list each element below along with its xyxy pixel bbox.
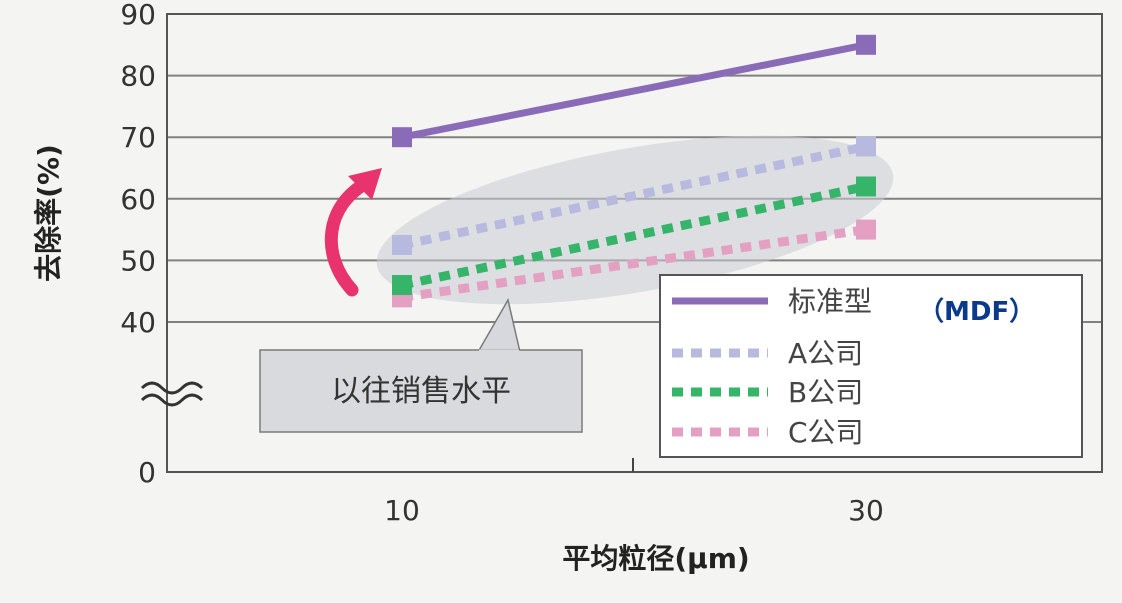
series-line-0 — [401, 41, 867, 141]
callout-label: 以往销售水平 — [331, 374, 511, 409]
legend-note: （MDF） — [918, 297, 1035, 327]
x-tick-label: 10 — [384, 494, 420, 527]
legend: 标准型 A公司 B公司 C公司 （MDF） — [659, 274, 1083, 458]
data-point — [856, 219, 876, 240]
series-line-3 — [401, 225, 867, 302]
callout-box — [259, 349, 583, 433]
axes — [140, 13, 1103, 473]
series-lines — [392, 34, 876, 308]
legend-box — [659, 274, 1083, 458]
y-tick-label: 50 — [120, 244, 156, 277]
y-tick-label: 60 — [120, 183, 156, 216]
y-axis-title: 去除率(%) — [32, 144, 65, 282]
previous-sales-ellipse — [376, 135, 894, 305]
curved-arrow-icon — [324, 175, 375, 297]
x-axis-title: 平均粒径(μm) — [562, 542, 749, 575]
annotation-group: 以往销售水平 — [259, 135, 894, 433]
callout-pointer — [476, 297, 521, 353]
data-point — [392, 127, 412, 148]
data-point — [856, 136, 876, 157]
y-tick-label: 0 — [138, 456, 156, 489]
y-tick-label: 90 — [120, 0, 156, 31]
series-line-2 — [401, 182, 867, 290]
data-point — [856, 34, 876, 55]
y-tick-label: 80 — [120, 60, 156, 93]
legend-label: 标准型 — [788, 285, 872, 318]
legend-label: A公司 — [788, 337, 863, 370]
arrow-head-icon — [348, 168, 382, 200]
y-tick-label: 70 — [120, 121, 156, 154]
y-tick-label: 40 — [120, 306, 156, 339]
series-line-1 — [401, 142, 867, 250]
axis-break-icon — [140, 381, 204, 407]
tick-labels: 0 40 50 60 70 80 90 10 30 — [120, 0, 883, 527]
data-point — [392, 275, 412, 296]
data-point — [856, 176, 876, 197]
x-tick-label: 30 — [848, 494, 884, 527]
legend-label: B公司 — [788, 376, 863, 409]
data-point — [392, 235, 412, 255]
plot-frame — [166, 13, 1103, 473]
legend-label: C公司 — [788, 416, 864, 449]
